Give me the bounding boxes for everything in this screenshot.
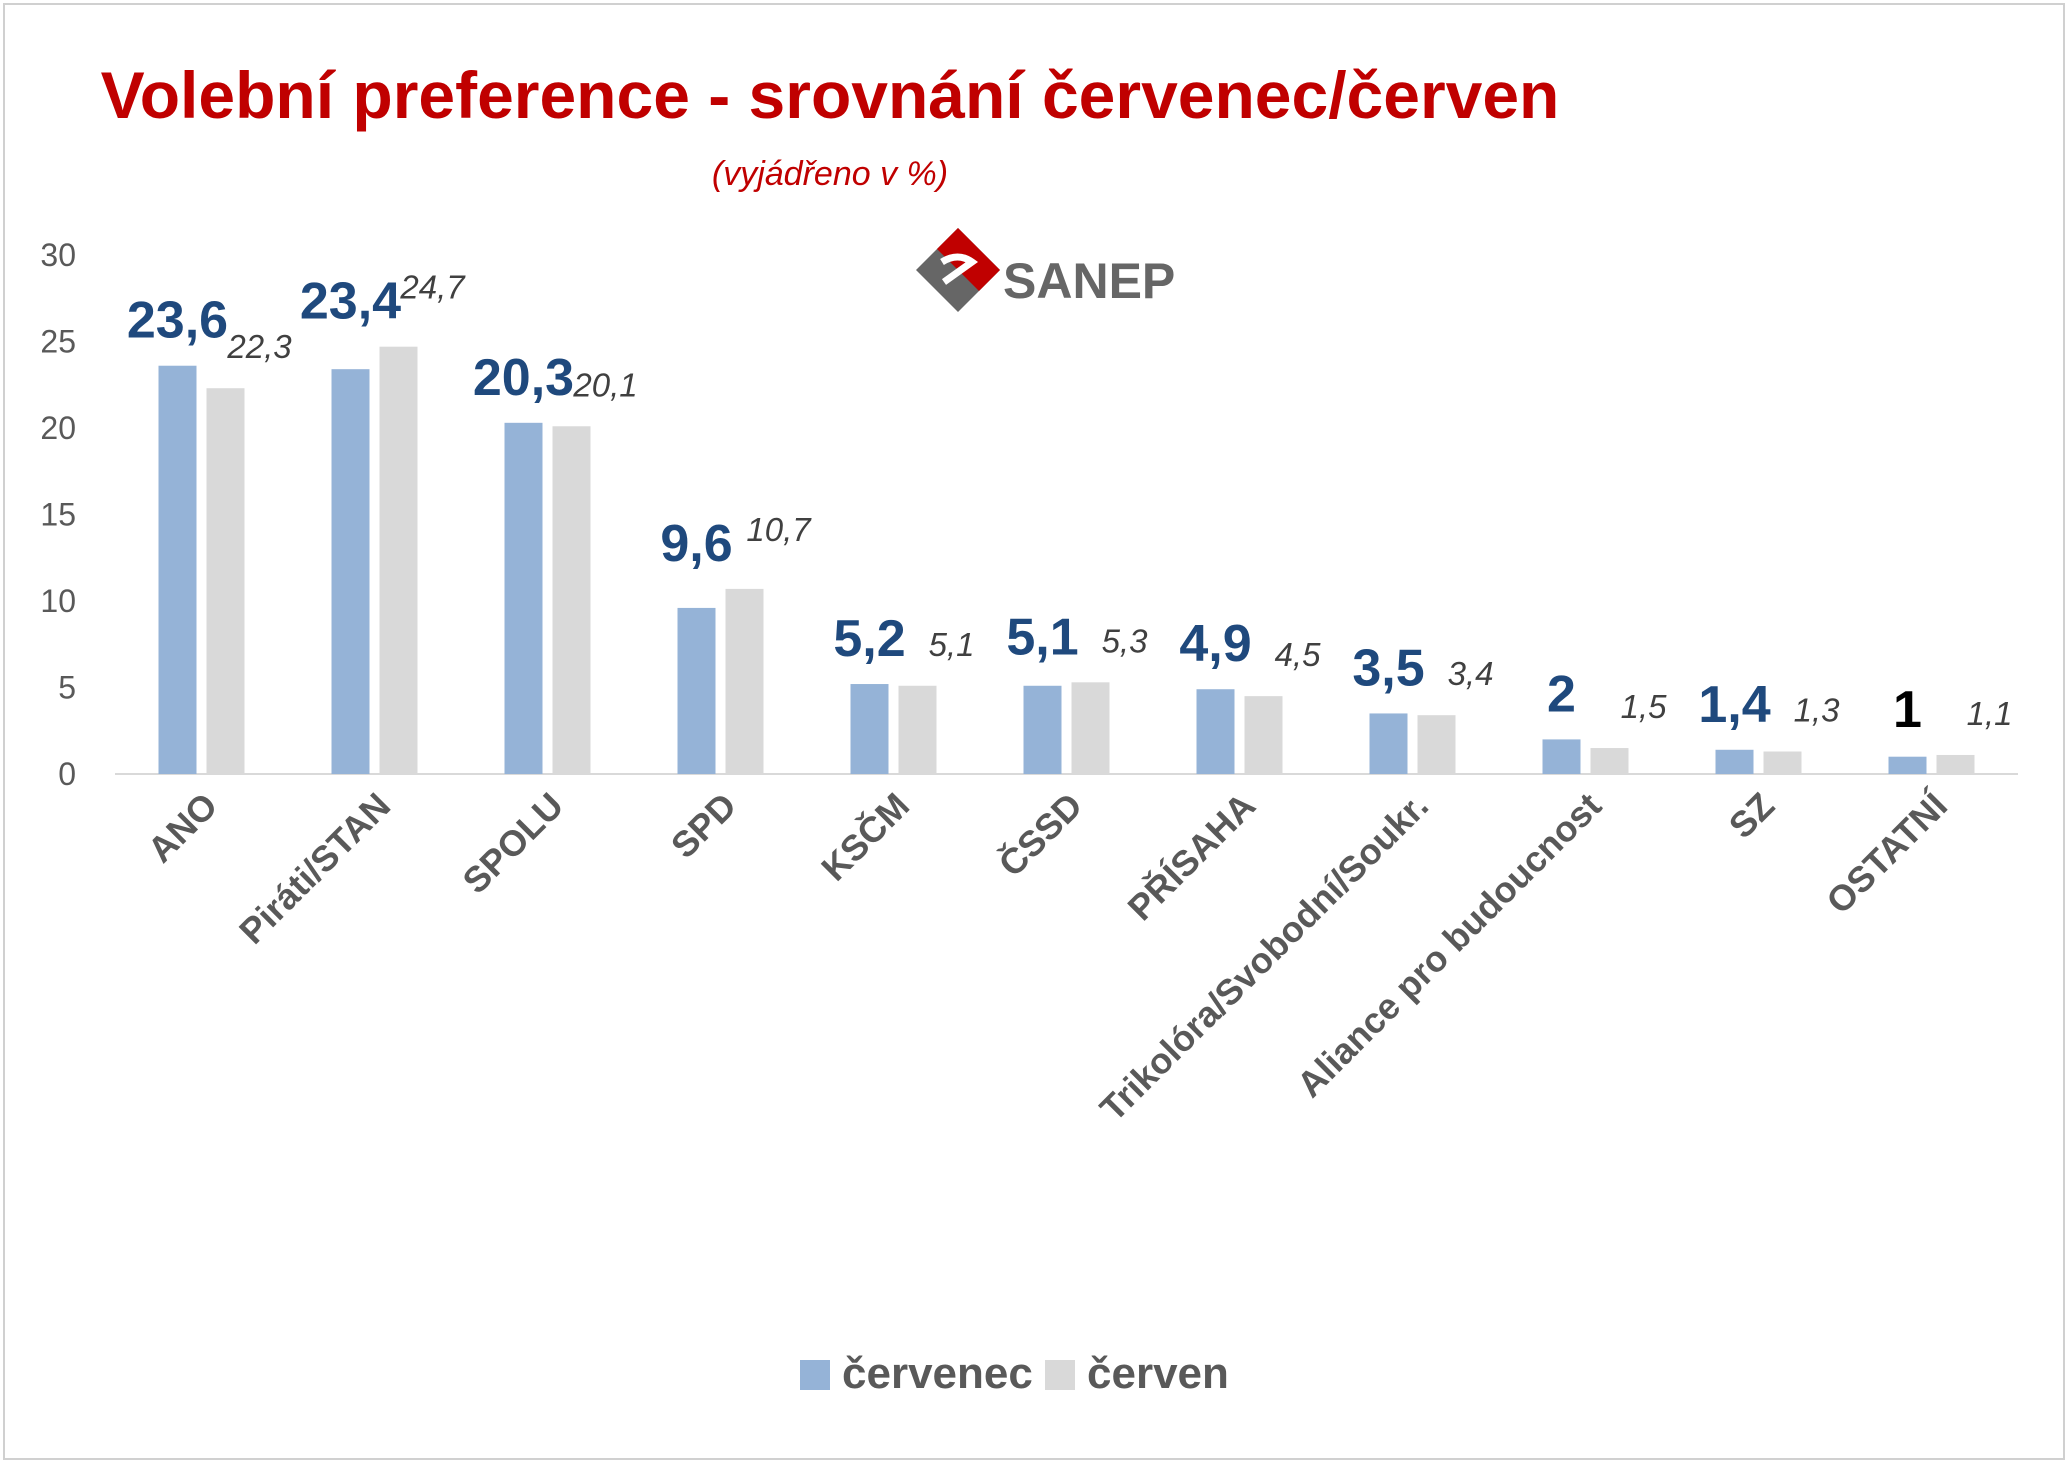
bar-cerven-aliance-pro-budoucnost <box>1590 748 1629 774</box>
sanep-logo: SANEP <box>916 228 1175 312</box>
y-tick-label: 20 <box>40 410 76 446</box>
data-label-cerven-pirati-stan: 24,7 <box>399 269 466 306</box>
y-tick-label: 15 <box>40 497 76 533</box>
data-label-cervenec-ostatni: 1 <box>1893 681 1922 739</box>
category-label-ostatni: OSTATNÍ <box>1818 784 1956 922</box>
category-label-sz: SZ <box>1721 785 1783 847</box>
category-labels: ANO Piráti/STAN SPOLU SPD KSČM ČSSD PŘÍSAHATri… <box>140 784 1956 1129</box>
bar-cerven-spd <box>725 588 764 774</box>
data-label-cerven-spd: 10,7 <box>746 511 812 548</box>
data-label-cervenec-trikolora-svobodni-soukr: 3,5 <box>1352 639 1424 697</box>
bar-cerven-sz <box>1763 751 1802 774</box>
data-label-cervenec-sz: 1,4 <box>1698 676 1770 734</box>
bar-cerven-cssd <box>1071 682 1110 774</box>
data-label-cerven-sz: 1,3 <box>1794 692 1841 729</box>
data-label-cervenec-spd: 9,6 <box>660 515 732 573</box>
y-tick-label: 0 <box>58 756 76 792</box>
y-tick-label: 5 <box>58 670 76 706</box>
category-label-aliance-pro-budoucnost: Aliance pro budoucnost <box>1289 785 1609 1105</box>
chart-frame <box>3 3 2065 1460</box>
category-label-kscm: KSČM <box>813 784 918 889</box>
logo-s-icon <box>940 253 979 285</box>
bar-cervenec-sz <box>1715 749 1754 774</box>
bar-cervenec-pirati-stan <box>331 369 370 774</box>
data-labels: 23,6 22,323,4 24,720,3 20,19,6 10,75,2 5,1 5,1… <box>127 269 2013 739</box>
legend-label-cerven: červen <box>1087 1349 1229 1398</box>
bar-cervenec-ano <box>158 365 197 774</box>
data-label-cerven-kscm: 5,1 <box>929 626 975 663</box>
legend-swatch-cerven <box>1045 1360 1075 1390</box>
bar-cerven-spolu <box>552 426 591 774</box>
bar-cerven-ano <box>206 388 245 774</box>
bar-cerven-ostatni <box>1936 754 1975 774</box>
category-label-cssd: ČSSD <box>990 784 1090 884</box>
data-label-cervenec-prisaha: 4,9 <box>1179 615 1251 673</box>
chart-title: Volební preference - srovnání červenec/č… <box>101 58 1560 132</box>
bar-cerven-pirati-stan <box>379 346 418 774</box>
data-label-cerven-spolu: 20,1 <box>572 366 637 403</box>
y-tick-label: 25 <box>40 324 76 360</box>
category-label-trikolora-svobodni-soukr: Trikolóra/Svobodní/Soukr. <box>1092 785 1436 1129</box>
bar-cerven-trikolora-svobodni-soukr <box>1417 715 1456 774</box>
data-label-cerven-trikolora-svobodni-soukr: 3,4 <box>1448 655 1494 692</box>
data-label-cervenec-cssd: 5,1 <box>1006 608 1078 666</box>
data-label-cervenec-kscm: 5,2 <box>833 610 905 668</box>
chart-subtitle: (vyjádřeno v %) <box>712 155 948 193</box>
bars <box>158 346 1975 774</box>
logo-text: SANEP <box>1003 253 1175 309</box>
bar-cerven-kscm <box>898 685 937 774</box>
bar-cerven-prisaha <box>1244 696 1283 774</box>
data-label-cervenec-ano: 23,6 <box>127 292 228 350</box>
category-label-ano: ANO <box>140 785 226 871</box>
bar-cervenec-cssd <box>1023 685 1062 774</box>
bar-cervenec-aliance-pro-budoucnost <box>1542 739 1581 774</box>
data-label-cerven-prisaha: 4,5 <box>1275 636 1322 673</box>
bar-cervenec-spolu <box>504 422 543 774</box>
data-label-cerven-ano: 22,3 <box>226 328 292 365</box>
y-tick-label: 10 <box>40 583 76 619</box>
bar-cervenec-ostatni <box>1888 756 1927 774</box>
bar-cervenec-trikolora-svobodni-soukr <box>1369 713 1408 774</box>
data-label-cervenec-pirati-stan: 23,4 <box>300 273 401 331</box>
bar-cervenec-spd <box>677 607 716 774</box>
category-label-spd: SPD <box>663 785 744 866</box>
data-label-cerven-cssd: 5,3 <box>1102 622 1149 659</box>
data-label-cerven-ostatni: 1,1 <box>1967 695 2013 732</box>
legend-label-cervenec: červenec <box>842 1349 1033 1398</box>
y-tick-label: 30 <box>40 237 76 273</box>
category-label-prisaha: PŘÍSAHA <box>1119 784 1263 928</box>
data-label-cervenec-spolu: 20,3 <box>473 349 574 407</box>
category-label-pirati-stan: Piráti/STAN <box>231 785 398 952</box>
data-label-cervenec-aliance-pro-budoucnost: 2 <box>1547 665 1576 723</box>
category-label-spolu: SPOLU <box>454 785 571 902</box>
legend-swatch-cervenec <box>800 1360 830 1390</box>
bar-cervenec-prisaha <box>1196 689 1235 774</box>
data-label-cerven-aliance-pro-budoucnost: 1,5 <box>1621 688 1668 725</box>
legend: červenec červen <box>800 1349 1229 1398</box>
bar-cervenec-kscm <box>850 684 889 774</box>
y-axis-ticks: 0 5 10 15 20 25 30 <box>40 237 76 792</box>
